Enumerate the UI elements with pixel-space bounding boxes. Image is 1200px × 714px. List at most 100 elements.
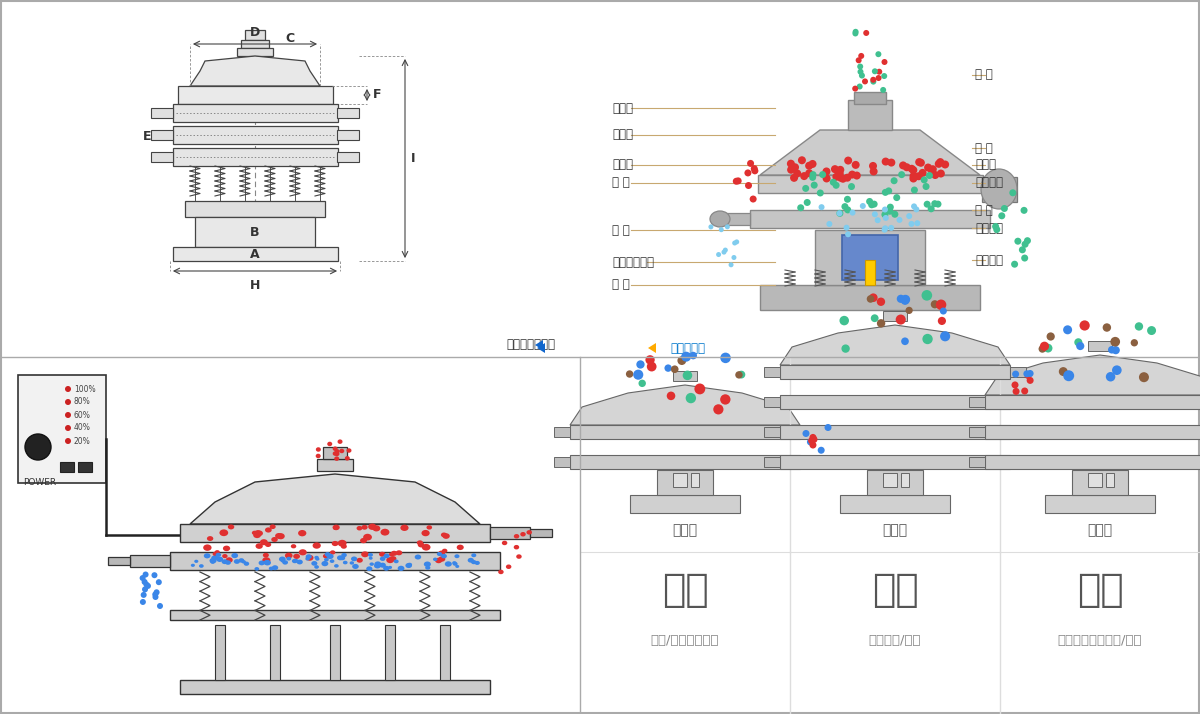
Bar [60, 462, 74, 472]
Ellipse shape [335, 452, 340, 456]
Circle shape [143, 571, 149, 578]
Bar [170, 610, 500, 620]
Text: 去除异物/结块: 去除异物/结块 [869, 633, 922, 646]
Circle shape [157, 603, 163, 609]
Ellipse shape [472, 553, 476, 557]
Ellipse shape [328, 442, 332, 446]
Circle shape [910, 174, 918, 183]
Circle shape [1012, 371, 1019, 378]
Text: 双层式: 双层式 [1087, 523, 1112, 537]
Ellipse shape [337, 439, 342, 444]
Text: H: H [250, 279, 260, 292]
Circle shape [810, 441, 816, 448]
Ellipse shape [424, 561, 431, 567]
Bar [1072, 470, 1128, 495]
Ellipse shape [258, 560, 265, 565]
Ellipse shape [271, 537, 278, 542]
Circle shape [791, 164, 799, 171]
Circle shape [748, 160, 754, 167]
Circle shape [805, 169, 814, 177]
Bar [764, 457, 780, 467]
Bar [673, 371, 697, 381]
Circle shape [1044, 343, 1052, 353]
Bar [194, 217, 314, 247]
Ellipse shape [260, 539, 268, 545]
Bar [750, 210, 990, 228]
Circle shape [1024, 237, 1031, 244]
Ellipse shape [384, 553, 390, 558]
Circle shape [1040, 342, 1049, 351]
Circle shape [803, 185, 809, 192]
Bar [245, 30, 265, 40]
Circle shape [1021, 241, 1028, 248]
Ellipse shape [368, 557, 373, 560]
Circle shape [1038, 345, 1046, 353]
Circle shape [1135, 322, 1144, 331]
Ellipse shape [452, 561, 456, 565]
Circle shape [911, 186, 918, 193]
Circle shape [882, 226, 888, 231]
Ellipse shape [372, 526, 380, 531]
Circle shape [901, 295, 910, 304]
Ellipse shape [316, 453, 320, 458]
Bar [673, 473, 686, 487]
Bar [241, 40, 269, 48]
Circle shape [937, 169, 944, 178]
Ellipse shape [254, 567, 259, 570]
Bar [901, 473, 910, 487]
Ellipse shape [316, 558, 319, 560]
Circle shape [793, 169, 802, 178]
Circle shape [142, 586, 148, 593]
Circle shape [887, 208, 893, 215]
Circle shape [926, 172, 932, 179]
Circle shape [882, 189, 889, 196]
Ellipse shape [332, 451, 337, 456]
Circle shape [844, 174, 851, 181]
Circle shape [798, 156, 806, 164]
Ellipse shape [210, 560, 215, 564]
Bar [780, 395, 1010, 409]
Circle shape [899, 161, 907, 169]
Ellipse shape [379, 563, 386, 568]
Circle shape [902, 164, 911, 171]
Circle shape [154, 589, 160, 595]
Circle shape [941, 161, 949, 169]
Bar [238, 48, 274, 56]
Bar [180, 680, 490, 694]
Text: B: B [251, 226, 259, 238]
Circle shape [998, 212, 1006, 219]
Ellipse shape [311, 561, 317, 565]
Bar [330, 625, 340, 680]
Circle shape [647, 362, 656, 371]
Bar [691, 473, 698, 487]
Circle shape [787, 166, 796, 174]
Circle shape [907, 165, 916, 173]
Ellipse shape [222, 554, 228, 558]
Circle shape [721, 250, 726, 255]
Circle shape [1139, 372, 1148, 382]
Circle shape [1063, 326, 1072, 334]
Circle shape [744, 169, 751, 176]
Circle shape [1001, 205, 1008, 212]
Circle shape [877, 319, 886, 328]
Bar [658, 470, 713, 495]
Circle shape [836, 210, 844, 217]
Ellipse shape [397, 565, 404, 571]
Circle shape [665, 364, 672, 372]
Bar [970, 397, 985, 407]
Circle shape [886, 187, 892, 194]
Circle shape [671, 366, 678, 373]
Bar [865, 260, 875, 285]
Circle shape [1110, 337, 1120, 346]
Circle shape [728, 262, 733, 267]
Bar [800, 427, 816, 437]
Circle shape [890, 177, 898, 184]
Ellipse shape [220, 529, 228, 536]
Text: 20%: 20% [74, 436, 91, 446]
Ellipse shape [433, 558, 438, 561]
Bar [1088, 341, 1112, 351]
Bar [173, 104, 338, 122]
Circle shape [139, 575, 145, 581]
Ellipse shape [361, 551, 368, 557]
Ellipse shape [191, 564, 194, 567]
